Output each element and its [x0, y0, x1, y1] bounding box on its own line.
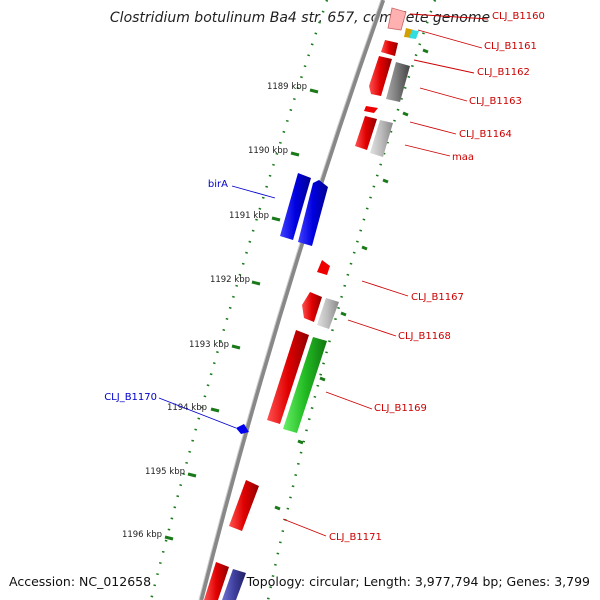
leader-clj-b1170 [158, 397, 237, 429]
leader-bira [231, 185, 276, 199]
tick-mark [210, 407, 220, 413]
tick-mark [290, 151, 300, 157]
gene-label[interactable]: CLJ_B1170 [104, 392, 157, 403]
kbp-label: 1192 kbp [210, 275, 250, 285]
kbp-label: 1191 kbp [229, 211, 269, 221]
kbp-label: 1194 kbp [167, 403, 207, 413]
kbp-label: 1190 kbp [248, 146, 288, 156]
gene-label[interactable]: CLJ_B1164 [459, 129, 512, 140]
gene-clj-b1162-red[interactable] [369, 56, 392, 96]
kbp-label: 1189 kbp [267, 82, 307, 92]
reverse-strand-genes [236, 173, 328, 434]
gene-bottom-navy[interactable] [222, 569, 246, 600]
gene-label[interactable]: CLJ_B1171 [329, 532, 382, 543]
kbp-label: 1193 kbp [189, 340, 229, 350]
gene-bira-2[interactable] [298, 180, 328, 246]
gene-clj-b1160[interactable] [387, 7, 407, 31]
gene-clj-b1162-grey[interactable] [386, 62, 410, 102]
gene-label[interactable]: maa [452, 152, 474, 163]
right-leader-lines [282, 13, 489, 537]
right-gene-labels: CLJ_B1160 CLJ_B1161 CLJ_B1162 CLJ_B1163 … [329, 11, 545, 543]
gene-clj-b1170[interactable] [236, 424, 249, 434]
gene-label[interactable]: CLJ_B1161 [484, 41, 537, 52]
left-gene-labels: birA CLJ_B1170 [104, 179, 228, 403]
gene-label[interactable]: CLJ_B1167 [411, 292, 464, 303]
tick-mark [187, 472, 197, 478]
gene-long-red[interactable] [267, 330, 309, 424]
gene-cyan[interactable] [409, 30, 419, 39]
tick-mark [309, 88, 319, 94]
gene-label[interactable]: CLJ_B1169 [374, 403, 427, 414]
genome-backbone [198, 0, 386, 600]
gene-clj-b1169[interactable] [283, 337, 327, 433]
gene-clj-b1167[interactable] [302, 292, 322, 322]
tick-mark [271, 216, 281, 222]
gene-label[interactable]: CLJ_B1168 [398, 331, 451, 342]
tick-mark [164, 535, 174, 541]
gene-bira-1[interactable] [280, 173, 311, 240]
tick-mark [251, 280, 261, 286]
map-title: Clostridium botulinum Ba4 str. 657, comp… [110, 10, 490, 26]
kbp-label: 1195 kbp [145, 467, 185, 477]
gene-label[interactable]: birA [208, 179, 228, 190]
gene-label[interactable]: CLJ_B1163 [469, 96, 522, 107]
gene-clj-b1166[interactable] [317, 260, 330, 275]
accession-text: Accession: NC_012658 [9, 574, 151, 589]
topology-text: Topology: circular; Length: 3,977,794 bp… [246, 574, 590, 589]
gene-clj-b1163[interactable] [364, 106, 378, 113]
gene-label[interactable]: CLJ_B1160 [492, 11, 545, 22]
gene-clj-b1171[interactable] [229, 480, 259, 531]
tick-mark [231, 344, 241, 350]
gene-label[interactable]: CLJ_B1162 [477, 67, 530, 78]
forward-strand-genes [204, 7, 419, 600]
kbp-label: 1196 kbp [122, 530, 162, 540]
backbone-highlight [198, 0, 382, 600]
gene-bottom-red[interactable] [204, 562, 229, 600]
right-track-dashes [274, 48, 429, 511]
gene-maa[interactable] [370, 120, 393, 157]
gene-clj-b1168[interactable] [317, 298, 339, 329]
kbp-tick-marks [164, 88, 319, 541]
gene-clj-b1161[interactable] [381, 40, 398, 56]
gene-clj-b1164-red[interactable] [355, 116, 377, 150]
kbp-labels: 1189 kbp 1190 kbp 1191 kbp 1192 kbp 1193… [122, 82, 307, 540]
